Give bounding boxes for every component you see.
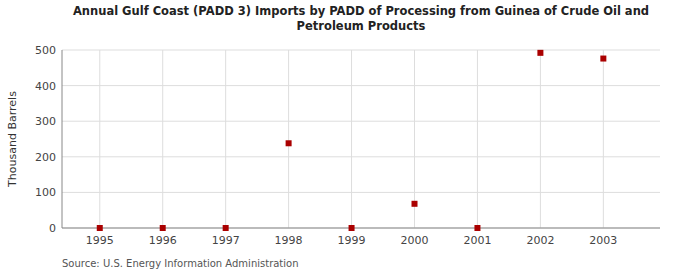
x-grid-line [99, 50, 100, 228]
y-grid-line [62, 156, 660, 157]
y-grid-line [62, 228, 660, 229]
grid [62, 50, 660, 228]
point [412, 201, 418, 207]
x-tick-label: 2003 [589, 234, 617, 247]
point [474, 225, 480, 231]
point [223, 225, 229, 231]
point [286, 140, 292, 146]
point [160, 225, 166, 231]
title-line: Annual Gulf Coast (PADD 3) Imports by PA… [73, 4, 649, 18]
x-grid-line [351, 50, 352, 228]
x-grid-line [162, 50, 163, 228]
title-line: Petroleum Products [297, 19, 426, 33]
markers [97, 50, 607, 231]
y-grid-line [62, 192, 660, 193]
x-tick-label: 1997 [212, 234, 240, 247]
point [349, 225, 355, 231]
x-tick-label: 2001 [463, 234, 491, 247]
point [537, 50, 543, 56]
x-axis-line [62, 228, 660, 229]
x-grid-line [225, 50, 226, 228]
y-tick-label: 0 [49, 222, 56, 235]
x-tick-label: 1995 [86, 234, 114, 247]
x-tick-label: 1996 [149, 234, 177, 247]
point [97, 225, 103, 231]
y-tick-label: 300 [35, 115, 56, 128]
y-grid-line [62, 50, 660, 51]
source-note: Source: U.S. Energy Information Administ… [62, 258, 299, 269]
y-axis-line [62, 50, 63, 228]
chart: 0 100 200 300 400 500 1995 1996 1997 1998 1999 2000… [0, 0, 675, 275]
x-tick-label: 2000 [401, 234, 429, 247]
y-tick-label: 500 [35, 44, 56, 57]
x-tick-label: 1998 [275, 234, 303, 247]
point [600, 56, 606, 62]
y-tick-label: 200 [35, 151, 56, 164]
x-grid-line [540, 50, 541, 228]
x-grid-line [603, 50, 604, 228]
y-tick-label: 100 [35, 186, 56, 199]
x-tick-label: 1999 [338, 234, 366, 247]
x-tick-label: 2002 [526, 234, 554, 247]
y-grid-line [62, 121, 660, 122]
y-axis-label: Thousand Barrels [6, 91, 19, 188]
y-tick-label: 400 [35, 80, 56, 93]
title: Annual Gulf Coast (PADD 3) Imports by PA… [73, 4, 649, 33]
y-grid-line [62, 85, 660, 86]
x-grid-line [288, 50, 289, 228]
x-grid-line [477, 50, 478, 228]
